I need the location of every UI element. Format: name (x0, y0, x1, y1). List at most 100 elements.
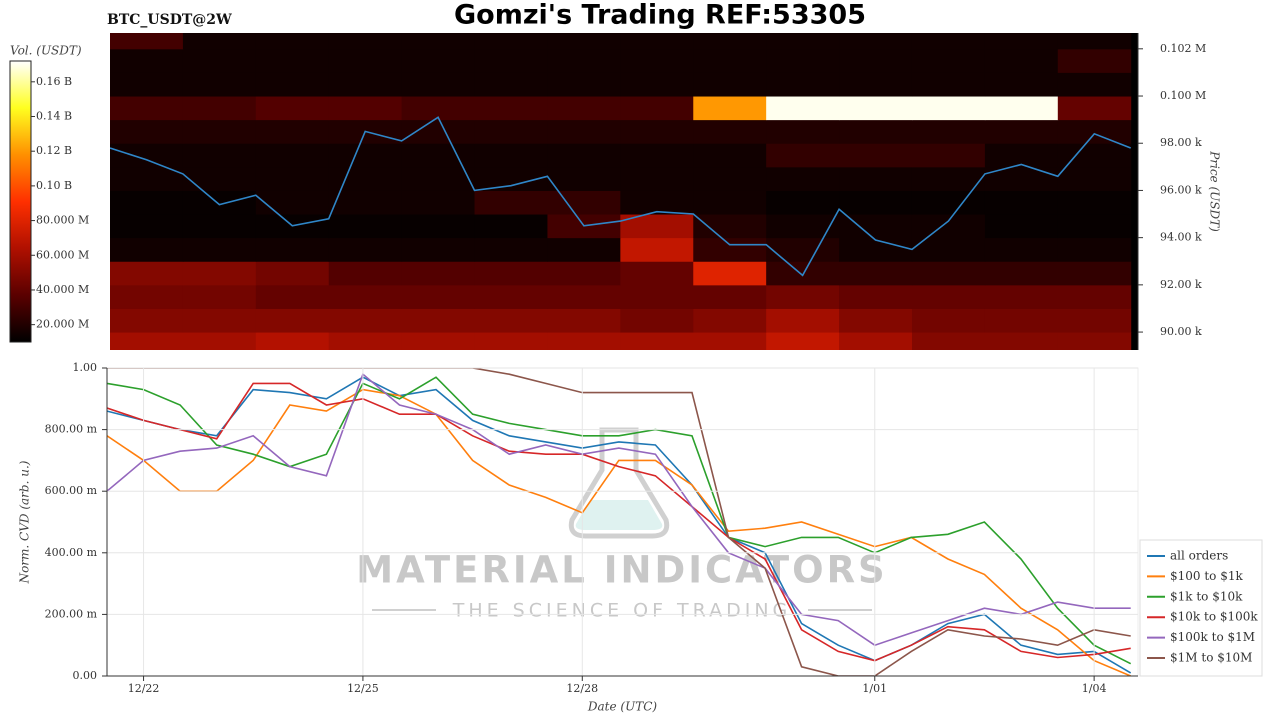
heat-cell (401, 96, 476, 121)
heat-cell (620, 190, 694, 215)
heat-cell (1057, 72, 1132, 97)
heat-cell (474, 48, 548, 73)
colorbar-tick-label: 60.000 M (36, 248, 89, 261)
heat-cell (182, 48, 257, 73)
heat-cell (839, 96, 913, 121)
heat-cell (401, 237, 476, 262)
heat-cell (911, 332, 986, 350)
heat-cell (839, 332, 913, 350)
heat-cell (401, 332, 476, 350)
heat-cell (110, 143, 184, 168)
heat-cell (401, 48, 476, 73)
heat-cell (1057, 166, 1132, 191)
heat-cell (911, 214, 986, 239)
watermark: MATERIAL INDICATORS THE SCIENCE OF TRADI… (356, 427, 885, 622)
heat-cell (547, 308, 621, 333)
y-tick-label: 800.00 m (45, 423, 98, 436)
heat-cell (839, 237, 913, 262)
heat-cell (401, 72, 476, 97)
heat-cell (766, 237, 840, 262)
heat-cell (839, 261, 913, 286)
heat-cell (474, 119, 548, 144)
heat-cell (911, 96, 986, 121)
legend-label: $1M to $10M (1170, 651, 1252, 665)
y-tick-label: 1.00 (73, 361, 98, 374)
heat-cell (984, 72, 1059, 97)
y-axis-label: Norm. CVD (arb. u.) (18, 460, 32, 584)
heat-cell (839, 48, 913, 73)
heat-cell (110, 332, 184, 350)
heat-cell (328, 308, 403, 333)
heat-cell (1057, 308, 1132, 333)
heat-cell (984, 332, 1059, 350)
heat-cell (474, 143, 548, 168)
y-tick-label: 0.00 (73, 669, 98, 682)
heat-cell (911, 308, 986, 333)
heat-cell (110, 190, 184, 215)
heat-cell (1057, 143, 1132, 168)
heat-cell (182, 284, 257, 309)
heat-cell (474, 72, 548, 97)
heat-cell (547, 96, 621, 121)
heat-cell (474, 214, 548, 239)
heat-cell (911, 261, 986, 286)
heat-cell (547, 284, 621, 309)
y-tick-label: 92.00 k (1160, 278, 1202, 291)
heat-cell (328, 237, 403, 262)
heat-cell (839, 119, 913, 144)
heat-cell (766, 119, 840, 144)
heat-cell (766, 96, 840, 121)
colorbar-tick-label: 80.000 M (36, 214, 89, 227)
heat-cell (693, 237, 767, 262)
cvd-panel: 0.00 200.00 m 400.00 m 600.00 m 800.00 m 1.00… (18, 361, 1263, 714)
heat-cell (693, 284, 767, 309)
heat-cell (182, 237, 257, 262)
x-tick-label: 12/22 (128, 682, 160, 695)
heat-cell (255, 143, 330, 168)
heat-cell (328, 214, 403, 239)
heat-cell (328, 33, 403, 50)
heat-cell (984, 33, 1059, 50)
y-tick-label: 98.00 k (1160, 136, 1202, 149)
heat-cell (255, 48, 330, 73)
cvd-line (107, 368, 1131, 676)
heat-cell (182, 308, 257, 333)
colorbar-tick-label: 0.14 B (36, 110, 72, 123)
heat-cell (620, 33, 694, 50)
heat-cell (110, 48, 184, 73)
heat-cell (839, 72, 913, 97)
heat-cell (255, 237, 330, 262)
price-line (110, 116, 1131, 277)
heat-cell (182, 119, 257, 144)
legend-box (1139, 539, 1263, 677)
heat-cell (110, 96, 184, 121)
heat-cell (401, 284, 476, 309)
heat-cell (182, 143, 257, 168)
heat-cell (1057, 96, 1132, 121)
heat-cell (911, 33, 986, 50)
colorbar-label: Vol. (USDT) (10, 44, 82, 58)
heat-cell (984, 261, 1059, 286)
heat-cell (474, 33, 548, 50)
heat-cell (620, 96, 694, 121)
legend-label: $1k to $10k (1170, 589, 1243, 603)
heat-cell (693, 214, 767, 239)
heat-cell (1057, 119, 1132, 144)
heat-cell (547, 190, 621, 215)
heat-cell (182, 261, 257, 286)
heat-cell (911, 166, 986, 191)
y-tick-label: 94.00 k (1160, 231, 1202, 244)
heat-cell (110, 33, 184, 50)
heat-cell (401, 119, 476, 144)
colorbar-tick-label: 0.16 B (36, 75, 72, 88)
y-tick-label: 96.00 k (1160, 183, 1202, 196)
heat-cell (1057, 190, 1132, 215)
heat-cell (547, 143, 621, 168)
heat-cell (693, 332, 767, 350)
heat-cell (401, 190, 476, 215)
colorbar-tick-label: 40.000 M (36, 283, 89, 296)
x-tick-label: 12/25 (347, 682, 379, 695)
legend: all orders $100 to $1k $1k to $10k $10k to … (1139, 539, 1263, 677)
heat-cell (693, 72, 767, 97)
heat-cell (911, 284, 986, 309)
